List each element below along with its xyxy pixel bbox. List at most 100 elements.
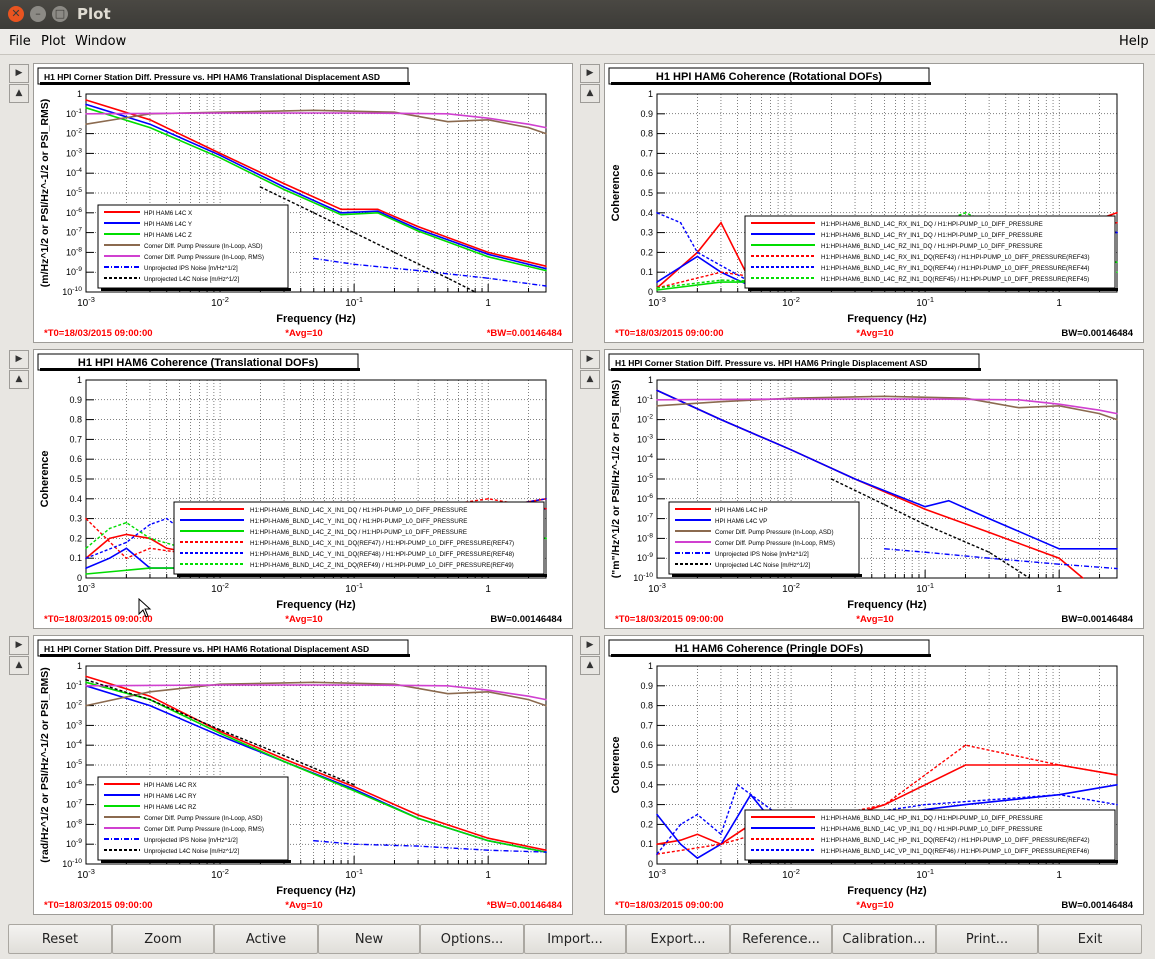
data-point	[393, 251, 396, 254]
chart-svg: H1 HPI Corner Station Diff. Pressure vs.…	[37, 67, 563, 339]
plot-panel-rotational-coherence[interactable]: H1 HPI HAM6 Coherence (Rotational DOFs) 1…	[604, 63, 1144, 343]
footer-t0: *T0=18/03/2015 09:00:00	[44, 900, 153, 911]
export-button[interactable]: Export...	[626, 924, 730, 954]
panel-1-expand-button[interactable]: ▶	[9, 64, 29, 83]
chart-title: H1 HPI HAM6 Coherence (Rotational DOFs)	[656, 71, 882, 83]
new-button[interactable]: New	[318, 924, 420, 954]
legend-shadow	[177, 574, 547, 577]
x-tick-label: 10-1	[345, 581, 363, 595]
data-point	[353, 843, 355, 845]
footer-avg: *Avg=10	[285, 900, 322, 911]
print-button[interactable]: Print...	[936, 924, 1038, 954]
legend-entry: HPI HAM6 L4C RY	[144, 793, 197, 800]
y-tick-label: 0.6	[640, 168, 653, 178]
zoom-button[interactable]: Zoom	[112, 924, 214, 954]
data-point	[545, 537, 547, 540]
panel-4-collapse-button[interactable]: ▲	[580, 370, 600, 389]
panel-2-collapse-button[interactable]: ▲	[580, 84, 600, 103]
y-tick-label: 10-3	[637, 433, 653, 444]
footer-bw: BW=0.00146484	[1061, 900, 1133, 911]
x-tick-label: 10-1	[345, 867, 363, 881]
data-point	[1098, 412, 1101, 415]
data-point	[259, 186, 262, 188]
data-point	[219, 152, 221, 155]
data-point	[85, 557, 87, 559]
data-point	[417, 269, 419, 272]
data-point	[790, 449, 792, 451]
data-point	[720, 418, 722, 421]
plot-panel-translational-coherence[interactable]: H1 HPI HAM6 Coherence (Translational DOF…	[33, 349, 573, 629]
panel-5-collapse-button[interactable]: ▲	[9, 656, 29, 675]
panel-3-collapse-button[interactable]: ▲	[9, 370, 29, 389]
data-point	[924, 523, 926, 526]
footer-t0: *T0=18/03/2015 09:00:00	[615, 614, 724, 625]
panel-2-expand-button[interactable]: ▶	[580, 64, 600, 83]
y-tick-label: 0.9	[640, 681, 653, 691]
data-point	[1028, 577, 1031, 579]
y-tick-label: 0.3	[640, 800, 653, 810]
menu-window[interactable]: Window	[75, 34, 127, 49]
data-point	[85, 123, 87, 125]
data-point	[108, 527, 111, 530]
legend-entry: H1:HPI-HAM6_BLND_L4C_Y_IN1_DQ(REF48) / H…	[250, 551, 514, 558]
x-tick-label: 10-1	[916, 581, 934, 595]
exit-button[interactable]: Exit	[1038, 924, 1142, 954]
chart-title: H1 HPI Corner Station Diff. Pressure vs.…	[44, 644, 369, 654]
data-point	[313, 681, 315, 684]
data-point	[924, 398, 926, 400]
legend-entry: H1:HPI-HAM6_BLND_L4C_Z_IN1_DQ(REF49) / H…	[250, 562, 514, 569]
footer-t0: *T0=18/03/2015 09:00:00	[615, 328, 724, 339]
data-point	[474, 291, 477, 293]
y-tick-label: 10-3	[66, 147, 82, 158]
panel-6-collapse-button[interactable]: ▲	[580, 656, 600, 675]
panel-1-collapse-button[interactable]: ▲	[9, 84, 29, 103]
y-tick-label: 0.9	[640, 109, 653, 119]
panel-3-expand-button[interactable]: ▶	[9, 350, 29, 369]
y-tick-label: 0.4	[640, 780, 653, 790]
options-button[interactable]: Options...	[420, 924, 524, 954]
plot-panel-translational-asd[interactable]: H1 HPI Corner Station Diff. Pressure vs.…	[33, 63, 573, 343]
data-point	[487, 839, 490, 842]
data-point	[1058, 405, 1060, 407]
plot-panel-pringle-asd[interactable]: H1 HPI Corner Station Diff. Pressure vs.…	[604, 349, 1144, 629]
maximize-icon[interactable]: □	[52, 6, 68, 22]
menu-plot[interactable]: Plot	[41, 34, 66, 49]
reference-button[interactable]: Reference...	[730, 924, 832, 954]
y-tick-label: 0.2	[640, 819, 653, 829]
panel-6-expand-button[interactable]: ▶	[580, 636, 600, 655]
panel-5-expand-button[interactable]: ▶	[9, 636, 29, 655]
active-button[interactable]: Active	[214, 924, 318, 954]
y-tick-label: 1	[77, 661, 82, 671]
y-tick-label: 10-2	[66, 700, 82, 711]
data-point	[85, 675, 87, 678]
plot-panel-rotational-asd[interactable]: H1 HPI Corner Station Diff. Pressure vs.…	[33, 635, 573, 915]
calibration-button[interactable]: Calibration...	[832, 924, 936, 954]
legend-entry: HPI HAM6 L4C HP	[715, 507, 768, 514]
menu-file[interactable]: File	[9, 34, 31, 49]
x-tick-label: 10-2	[211, 867, 229, 881]
data-point	[149, 567, 151, 569]
y-tick-label: 0.8	[69, 415, 82, 425]
import-button[interactable]: Import...	[524, 924, 626, 954]
data-point	[736, 784, 739, 786]
legend-entry: HPI HAM6 L4C VP	[715, 518, 767, 525]
close-icon[interactable]: ✕	[8, 6, 24, 22]
legend-box	[668, 501, 860, 575]
y-tick-label: 0.3	[69, 514, 82, 524]
data-point	[376, 208, 379, 211]
x-tick-label: 10-2	[782, 867, 800, 881]
data-point	[964, 764, 967, 766]
legend-entry: Corner Diff. Pump Pressure (In-Loop, ASD…	[144, 243, 263, 250]
y-tick-label: 10-1	[66, 108, 82, 119]
data-point	[149, 698, 151, 701]
minimize-icon[interactable]: –	[30, 6, 46, 22]
legend-entry: Corner Diff. Pump Pressure (In-Loop, RMS…	[715, 540, 835, 547]
plot-panel-pringle-coherence[interactable]: H1 HAM6 Coherence (Pringle DOFs) 10-3 10-2…	[604, 635, 1144, 915]
y-tick-label: 0.7	[69, 434, 82, 444]
menu-help[interactable]: Help	[1119, 34, 1149, 49]
chart-svg: H1 HPI Corner Station Diff. Pressure vs.…	[608, 353, 1134, 625]
y-axis-label: ("m"/Hz^1/2 or PSI/Hz^-1/2 or PSI_RMS)	[610, 380, 622, 578]
reset-button[interactable]: Reset	[8, 924, 112, 954]
data-point	[947, 499, 950, 502]
panel-4-expand-button[interactable]: ▶	[580, 350, 600, 369]
